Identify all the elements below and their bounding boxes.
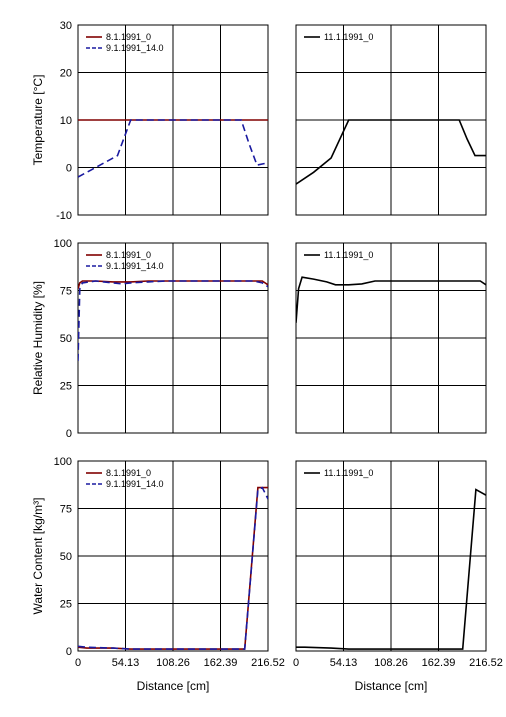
y-tick-label: 10	[60, 115, 72, 127]
legend-label: 8.1.1991_0	[106, 32, 151, 42]
plot-frame	[295, 242, 487, 434]
legend-label: 9.1.1991_14.0	[106, 479, 164, 489]
x-tick-label: 54.13	[330, 657, 358, 669]
y-tick-label: 20	[60, 68, 72, 80]
y-tick-label: 75	[60, 286, 72, 298]
y-axis-label: Water Content [kg/m³]	[31, 498, 45, 615]
y-tick-label: 0	[66, 163, 72, 175]
x-tick-label: 216.52	[469, 657, 503, 669]
y-tick-label: 50	[60, 551, 72, 563]
x-tick-label: 216.52	[251, 657, 285, 669]
y-tick-label: -10	[56, 210, 72, 222]
series-line-9.1.1991_14.0	[78, 280, 268, 361]
y-tick-label: 0	[66, 646, 72, 658]
panel-water-content-right: 0 54.13 108.26 162.39 216.52 11.1.1991_0	[293, 460, 503, 669]
panel-humidity-right: 11.1.1991_0	[295, 242, 487, 434]
panel-temperature-right: 11.1.1991_0	[295, 24, 487, 216]
series-line-11.1.1991_0	[296, 119, 486, 185]
series-line-9.1.1991_14.0	[78, 119, 268, 178]
panel-water-content-left: 0 25 50 75 100 Water Content [kg/m³] 0 54.13 108…	[31, 456, 285, 669]
legend-label: 8.1.1991_0	[106, 468, 151, 478]
x-axis-label-left: Distance [cm]	[137, 679, 210, 693]
panel-humidity-left: 0 25 50 75 100 Relative Humidity [%] 8.1.1991_…	[31, 238, 269, 440]
legend-label: 8.1.1991_0	[106, 250, 151, 260]
x-tick-label: 162.39	[204, 657, 238, 669]
legend-label: 11.1.1991_0	[324, 468, 373, 478]
x-tick-label: 162.39	[422, 657, 456, 669]
x-axis-label-right: Distance [cm]	[355, 679, 428, 693]
x-tick-label: 108.26	[374, 657, 408, 669]
x-tick-label: 108.26	[156, 657, 190, 669]
x-tick-label: 0	[293, 657, 299, 669]
x-tick-label: 54.13	[112, 657, 140, 669]
y-tick-label: 25	[60, 599, 72, 611]
series-line-8.1.1991_0	[78, 280, 268, 289]
plot-frame	[77, 460, 269, 652]
legend-label: 9.1.1991_14.0	[106, 261, 164, 271]
y-tick-label: 0	[66, 428, 72, 440]
legend-label: 11.1.1991_0	[324, 250, 373, 260]
legend-label: 11.1.1991_0	[324, 32, 373, 42]
y-axis-label: Relative Humidity [%]	[31, 281, 45, 395]
y-tick-label: 25	[60, 381, 72, 393]
y-tick-label: 75	[60, 504, 72, 516]
x-tick-label: 0	[75, 657, 81, 669]
plot-frame	[295, 24, 487, 216]
y-tick-label: 100	[54, 456, 72, 468]
series-line-11.1.1991_0	[296, 488, 486, 650]
y-tick-label: 30	[60, 20, 72, 32]
series-line-11.1.1991_0	[296, 276, 486, 323]
plot-frame	[295, 460, 487, 652]
y-tick-label: 100	[54, 238, 72, 250]
legend-label: 9.1.1991_14.0	[106, 43, 164, 53]
series-line-9.1.1991_14.0	[78, 486, 268, 650]
panel-temperature-left: -10 0 10 20 30 Temperature [°C] 8.1.1991_09.1.…	[31, 20, 269, 222]
y-axis-label: Temperature [°C]	[31, 75, 45, 166]
y-tick-label: 50	[60, 333, 72, 345]
